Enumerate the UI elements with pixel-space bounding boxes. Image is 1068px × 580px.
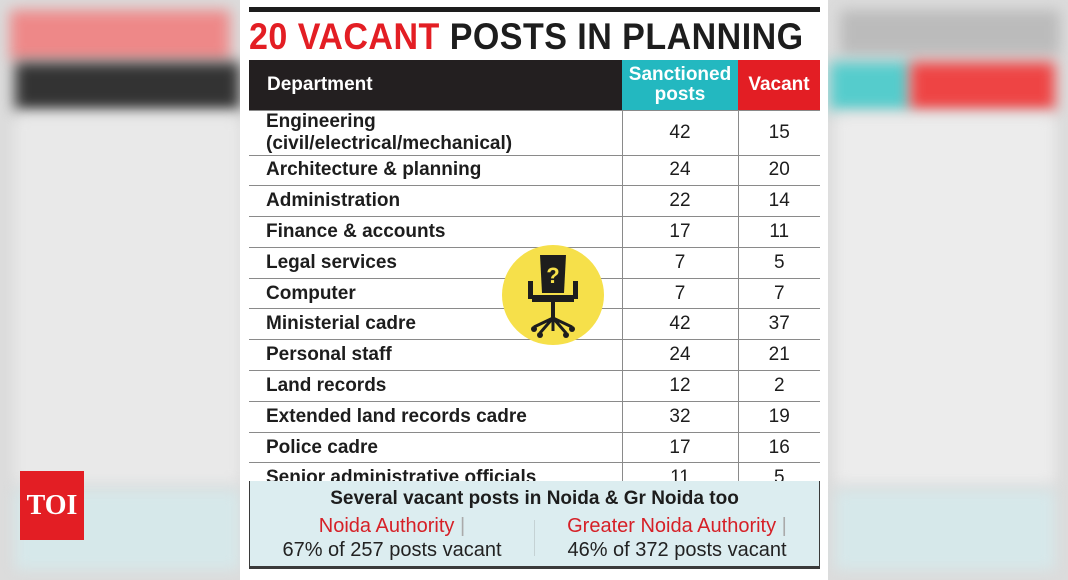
sanctioned-cell: 17 — [621, 431, 739, 464]
divider — [534, 520, 535, 556]
authority-name: Greater Noida Authority — [567, 515, 777, 537]
top-rule — [249, 7, 820, 12]
vacant-cell: 5 — [737, 246, 820, 279]
authority-stat: 67% of 257 posts vacant — [282, 539, 502, 561]
vacant-cell: 2 — [737, 370, 820, 402]
vacant-cell: 7 — [737, 277, 820, 310]
department-cell: Police cadre — [249, 431, 623, 464]
sanctioned-cell: 12 — [621, 370, 739, 402]
svg-text:?: ? — [546, 263, 559, 288]
infographic: 20 VACANT POSTS IN PLANNING Department S… — [240, 0, 828, 580]
title-highlight: 20 VACANT — [249, 16, 440, 57]
table-row: Land records 12 2 — [249, 370, 820, 402]
header-vacant: Vacant — [738, 60, 820, 110]
sanctioned-cell: 22 — [621, 185, 739, 218]
department-cell: Administration — [249, 185, 623, 218]
vacant-cell: 11 — [737, 216, 820, 248]
vacant-cell: 14 — [737, 185, 820, 218]
footer-title: Several vacant posts in Noida & Gr Noida… — [330, 488, 739, 509]
table-row: Extended land records cadre 32 19 — [249, 400, 820, 433]
header-sanctioned: Sanctioned posts — [622, 60, 738, 110]
greater-noida-authority-stat: Greater Noida Authority | 46% of 372 pos… — [567, 515, 787, 561]
table-row: Architecture & planning 24 20 — [249, 154, 820, 187]
vacant-cell: 21 — [737, 339, 820, 372]
table-row: Finance & accounts 17 11 — [249, 216, 820, 248]
sanctioned-cell: 7 — [621, 246, 739, 279]
sanctioned-cell: 32 — [621, 400, 739, 433]
table-row: Administration 22 14 — [249, 185, 820, 218]
department-cell: Architecture & planning — [249, 154, 623, 187]
vacant-cell: 15 — [737, 109, 820, 156]
vacant-cell: 37 — [737, 308, 820, 341]
sanctioned-cell: 17 — [621, 216, 739, 248]
infographic-title: 20 VACANT POSTS IN PLANNING — [249, 16, 804, 58]
sanctioned-cell: 42 — [621, 308, 739, 341]
vacancy-table: Department Sanctioned posts Vacant Engin… — [249, 60, 820, 495]
authority-stat: 46% of 372 posts vacant — [567, 539, 787, 561]
title-rest: POSTS IN PLANNING — [449, 16, 804, 57]
department-cell: Finance & accounts — [249, 216, 623, 248]
table-header: Department Sanctioned posts Vacant — [249, 60, 820, 110]
noida-authority-stat: Noida Authority | 67% of 257 posts vacan… — [282, 515, 502, 561]
sanctioned-cell: 42 — [621, 109, 739, 156]
authority-name: Noida Authority — [318, 515, 455, 537]
footer-note: Several vacant posts in Noida & Gr Noida… — [249, 481, 820, 569]
office-chair-question-icon: ? — [502, 245, 604, 345]
department-cell: Extended land records cadre — [249, 400, 623, 433]
sanctioned-cell: 24 — [621, 154, 739, 187]
toi-logo: TOI — [20, 471, 84, 540]
table-row: Police cadre 17 16 — [249, 431, 820, 464]
department-cell: Engineering (civil/electrical/mechanical… — [249, 109, 623, 156]
table-row: Engineering (civil/electrical/mechanical… — [249, 109, 820, 156]
vacant-cell: 16 — [737, 431, 820, 464]
sanctioned-cell: 24 — [621, 339, 739, 372]
sanctioned-cell: 7 — [621, 277, 739, 310]
header-department: Department — [249, 60, 622, 110]
department-cell: Land records — [249, 370, 623, 402]
vacant-cell: 20 — [737, 154, 820, 187]
table-row: Personal staff 24 21 — [249, 339, 820, 372]
vacant-cell: 19 — [737, 400, 820, 433]
